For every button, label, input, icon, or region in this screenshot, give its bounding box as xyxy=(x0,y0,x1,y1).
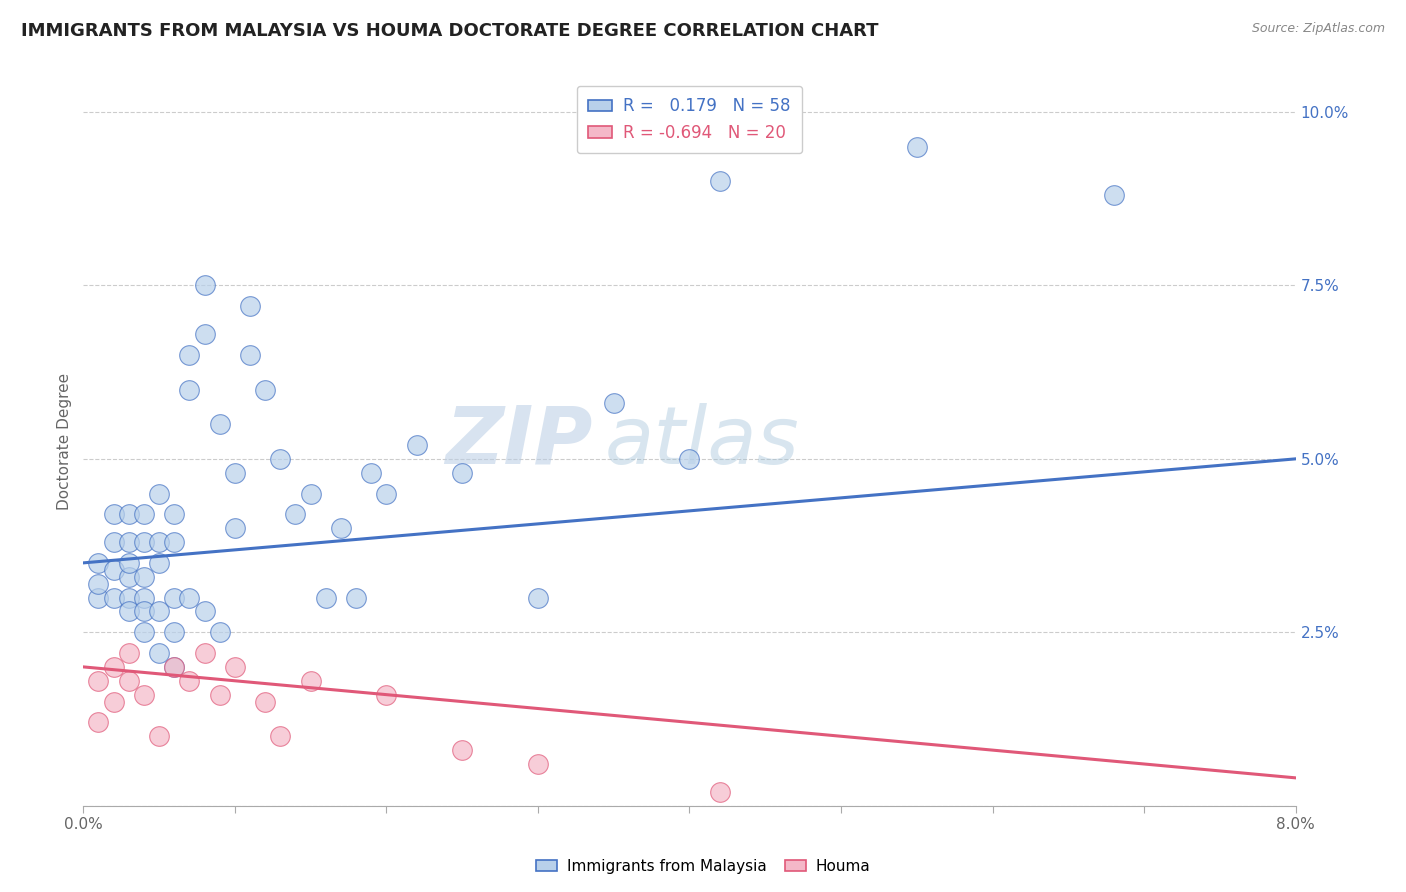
Point xyxy=(527,756,550,771)
Point xyxy=(208,625,231,640)
Point xyxy=(132,625,155,640)
Point xyxy=(118,604,141,618)
Point xyxy=(179,348,201,362)
Point xyxy=(269,451,291,466)
Point xyxy=(87,715,110,730)
Point xyxy=(678,451,700,466)
Point xyxy=(148,486,170,500)
Point xyxy=(224,660,246,674)
Point xyxy=(103,660,125,674)
Point xyxy=(360,466,382,480)
Point xyxy=(148,646,170,660)
Point xyxy=(118,535,141,549)
Text: ZIP: ZIP xyxy=(446,402,592,481)
Point xyxy=(163,660,186,674)
Point xyxy=(602,396,624,410)
Point xyxy=(103,535,125,549)
Point xyxy=(451,743,474,757)
Point xyxy=(269,729,291,743)
Point xyxy=(1102,188,1125,202)
Point xyxy=(179,673,201,688)
Legend: R =   0.179   N = 58, R = -0.694   N = 20: R = 0.179 N = 58, R = -0.694 N = 20 xyxy=(576,86,803,153)
Point xyxy=(148,729,170,743)
Point xyxy=(163,535,186,549)
Point xyxy=(103,695,125,709)
Point xyxy=(179,383,201,397)
Point xyxy=(118,570,141,584)
Point xyxy=(527,591,550,605)
Point xyxy=(87,673,110,688)
Point xyxy=(193,604,215,618)
Y-axis label: Doctorate Degree: Doctorate Degree xyxy=(58,373,72,510)
Point xyxy=(179,591,201,605)
Point xyxy=(193,646,215,660)
Point xyxy=(163,591,186,605)
Point xyxy=(103,508,125,522)
Point xyxy=(103,563,125,577)
Point xyxy=(315,591,337,605)
Point xyxy=(118,508,141,522)
Point xyxy=(905,140,928,154)
Point xyxy=(709,785,731,799)
Point xyxy=(375,688,398,702)
Point xyxy=(299,486,322,500)
Point xyxy=(148,556,170,570)
Point xyxy=(193,278,215,293)
Point xyxy=(132,535,155,549)
Point xyxy=(299,673,322,688)
Point xyxy=(163,625,186,640)
Legend: Immigrants from Malaysia, Houma: Immigrants from Malaysia, Houma xyxy=(530,853,876,880)
Point xyxy=(87,556,110,570)
Point xyxy=(132,604,155,618)
Point xyxy=(284,508,307,522)
Point xyxy=(87,576,110,591)
Text: IMMIGRANTS FROM MALAYSIA VS HOUMA DOCTORATE DEGREE CORRELATION CHART: IMMIGRANTS FROM MALAYSIA VS HOUMA DOCTOR… xyxy=(21,22,879,40)
Point xyxy=(118,591,141,605)
Point xyxy=(375,486,398,500)
Point xyxy=(132,688,155,702)
Point xyxy=(344,591,367,605)
Point xyxy=(208,688,231,702)
Point xyxy=(148,604,170,618)
Point xyxy=(132,508,155,522)
Point xyxy=(118,673,141,688)
Point xyxy=(118,556,141,570)
Point xyxy=(405,438,427,452)
Point xyxy=(163,508,186,522)
Point xyxy=(103,591,125,605)
Point xyxy=(208,417,231,432)
Point xyxy=(148,535,170,549)
Text: atlas: atlas xyxy=(605,402,800,481)
Point xyxy=(451,466,474,480)
Point xyxy=(254,695,277,709)
Point xyxy=(224,521,246,535)
Point xyxy=(193,326,215,341)
Point xyxy=(329,521,352,535)
Point xyxy=(87,591,110,605)
Point xyxy=(132,591,155,605)
Point xyxy=(132,570,155,584)
Point xyxy=(709,174,731,188)
Point xyxy=(163,660,186,674)
Point xyxy=(239,348,262,362)
Text: Source: ZipAtlas.com: Source: ZipAtlas.com xyxy=(1251,22,1385,36)
Point xyxy=(224,466,246,480)
Point xyxy=(118,646,141,660)
Point xyxy=(254,383,277,397)
Point xyxy=(239,299,262,313)
